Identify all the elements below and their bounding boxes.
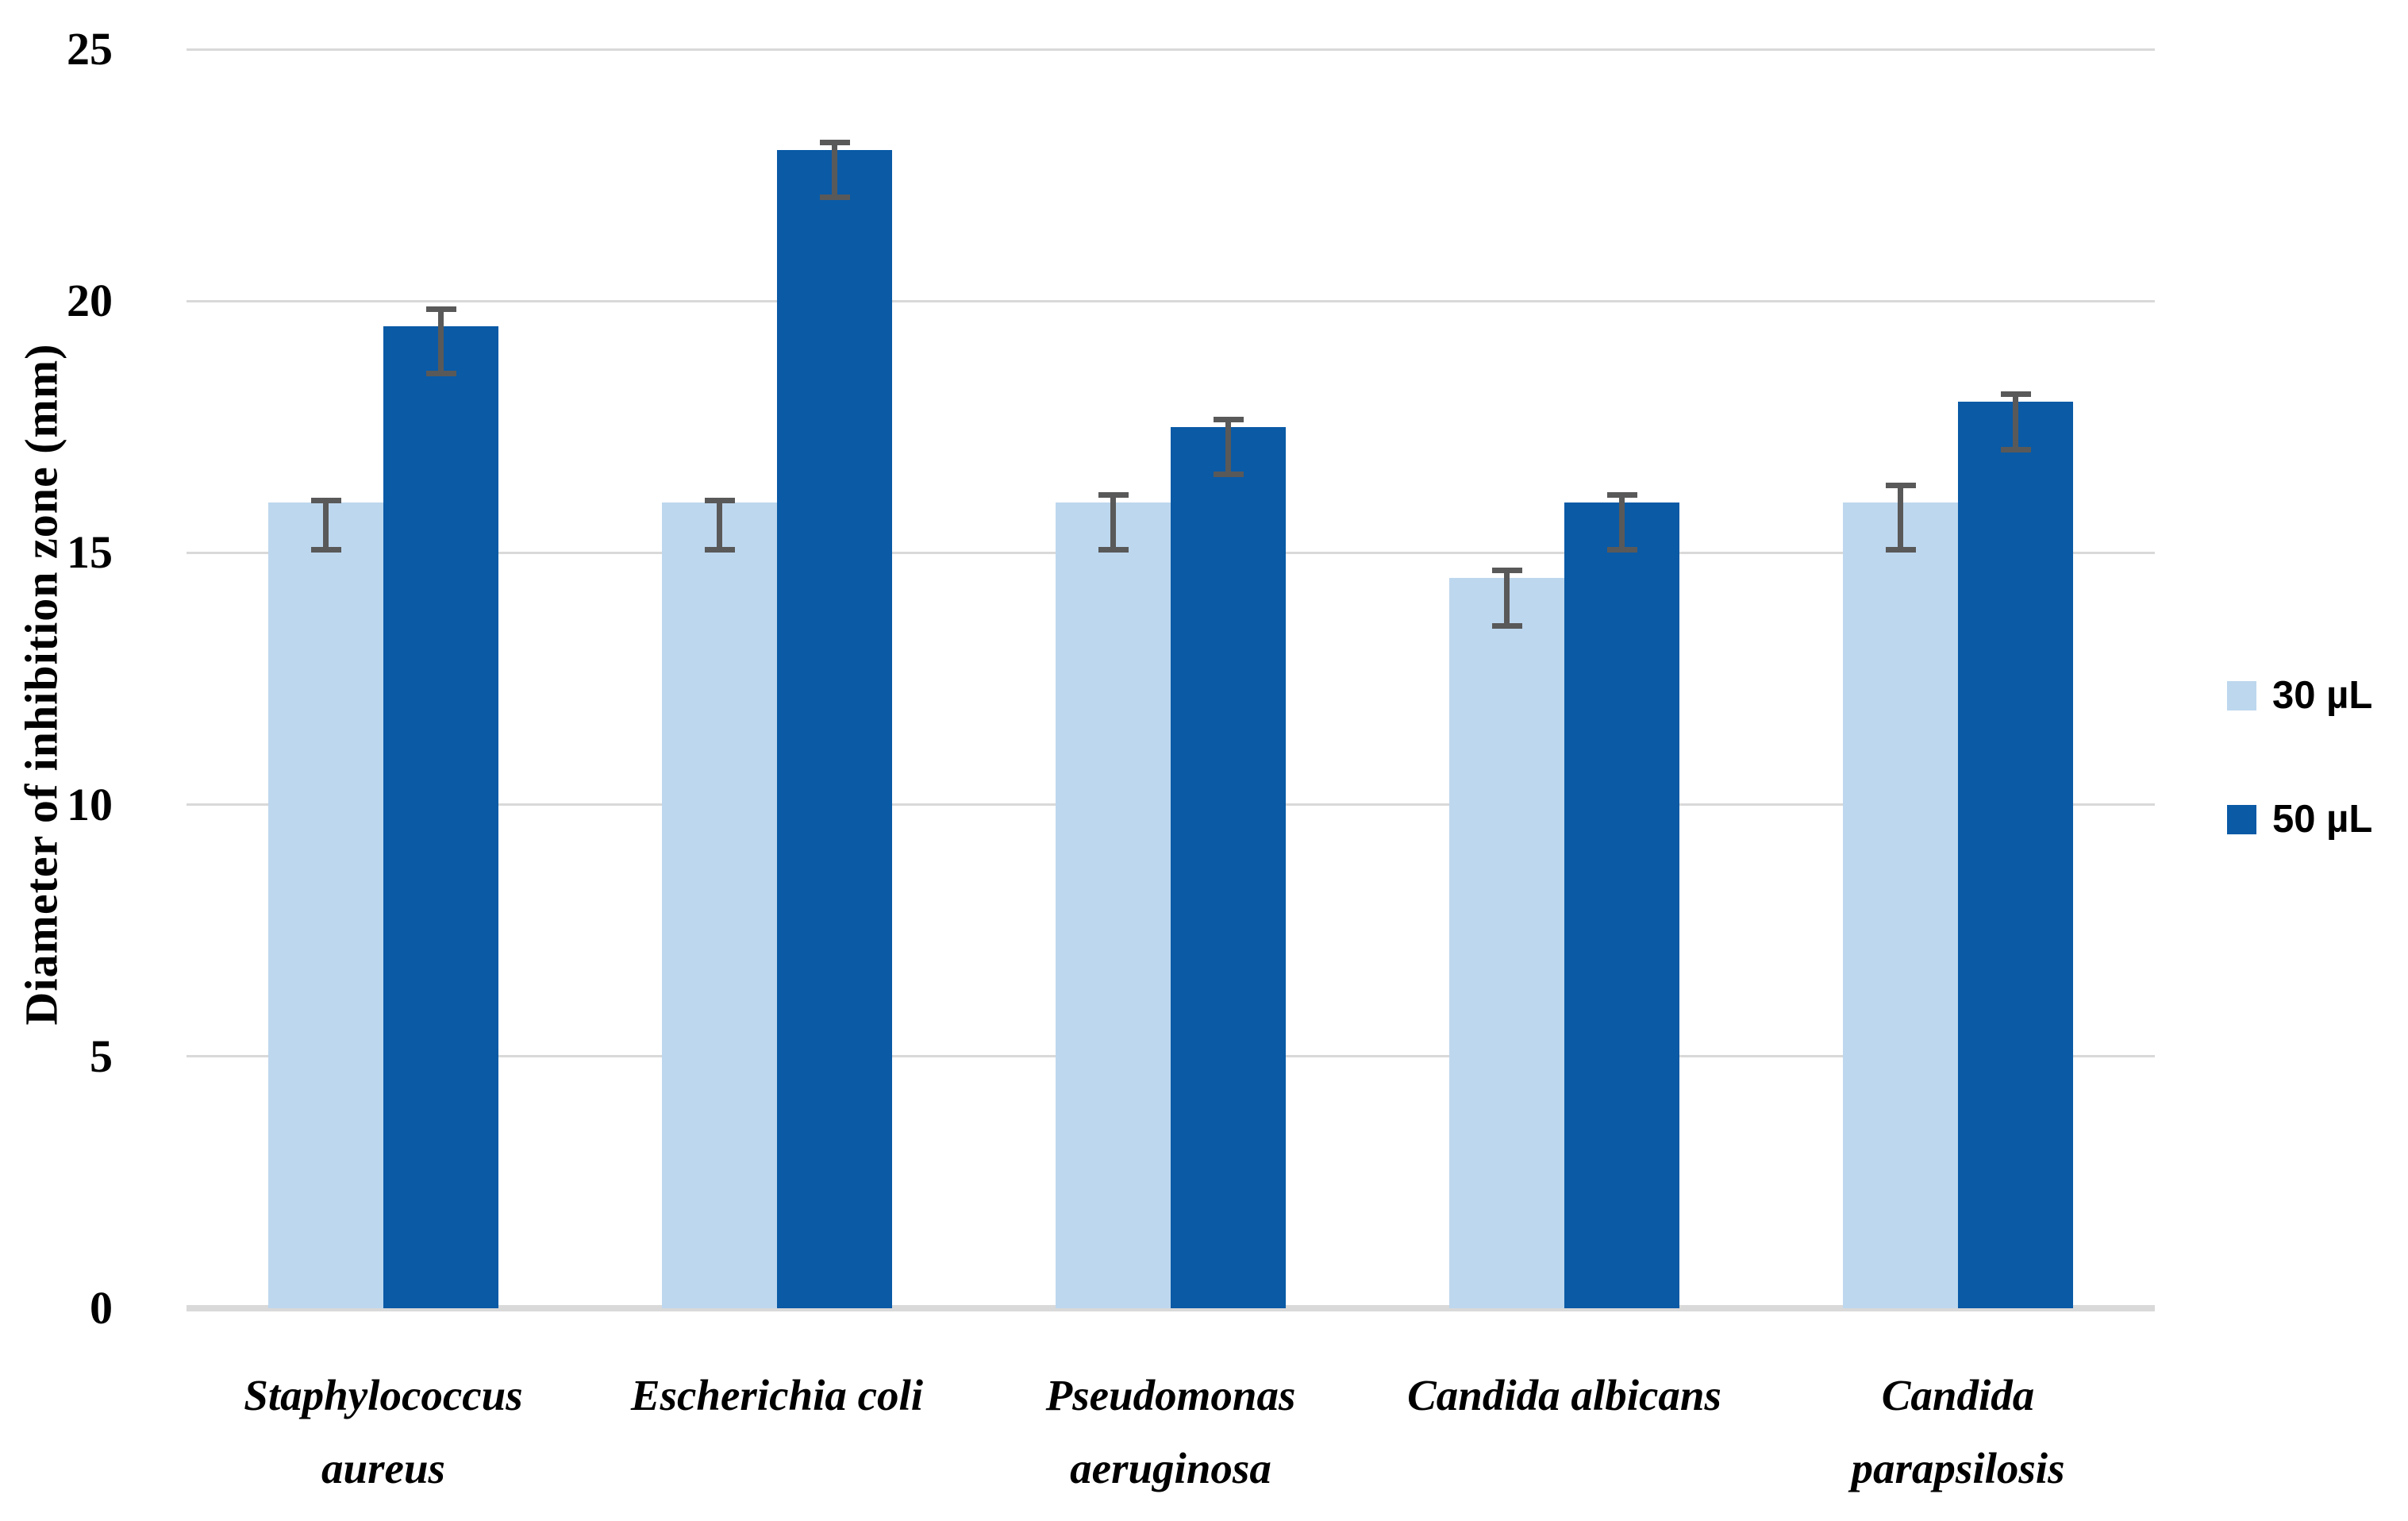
error-bar-bottom-cap bbox=[2000, 446, 2031, 452]
error-bar-bottom-cap bbox=[1213, 472, 1244, 478]
bar-30µL-2 bbox=[1056, 502, 1171, 1308]
bar-50µL-1 bbox=[777, 149, 892, 1308]
chart-legend: 30 µL 50 µL bbox=[2227, 673, 2372, 841]
error-bar-stem bbox=[1225, 417, 1231, 478]
bar-50µL-4 bbox=[1958, 402, 2073, 1308]
bar-50µL-3 bbox=[1564, 502, 1679, 1308]
y-tick-label-20: 20 bbox=[67, 275, 113, 327]
legend-entry-30µL: 30 µL bbox=[2227, 673, 2372, 718]
error-bar-50µL-4 bbox=[2000, 391, 2031, 452]
error-bar-top-cap bbox=[425, 306, 456, 312]
bar-30µL-1 bbox=[662, 502, 777, 1308]
error-bar-bottom-cap bbox=[704, 547, 735, 553]
error-bar-50µL-2 bbox=[1213, 417, 1244, 478]
error-bar-50µL-0 bbox=[425, 306, 456, 377]
gridline-20 bbox=[187, 299, 2155, 302]
error-bar-50µL-3 bbox=[1606, 492, 1637, 553]
error-bar-top-cap bbox=[704, 497, 735, 503]
error-bar-30µL-3 bbox=[1491, 568, 1522, 629]
error-bar-stem bbox=[1110, 492, 1116, 553]
error-bar-bottom-cap bbox=[425, 371, 456, 377]
category-label-line: Candida albicans bbox=[1407, 1371, 1721, 1419]
error-bar-top-cap bbox=[2000, 391, 2031, 398]
y-tick-label-0: 0 bbox=[90, 1282, 113, 1334]
error-bar-stem bbox=[1504, 568, 1510, 629]
gridline-25 bbox=[187, 48, 2155, 51]
y-tick-label-25: 25 bbox=[67, 23, 113, 75]
error-bar-stem bbox=[717, 497, 722, 553]
error-bar-top-cap bbox=[819, 140, 850, 146]
x-axis-baseline bbox=[187, 1305, 2155, 1311]
legend-label: 50 µL bbox=[2272, 798, 2373, 841]
error-bar-stem bbox=[323, 497, 329, 553]
error-bar-bottom-cap bbox=[1491, 622, 1522, 629]
y-tick-label-10: 10 bbox=[67, 778, 113, 830]
category-label-line: Escherichia coli bbox=[630, 1371, 924, 1419]
legend-swatch-30µL bbox=[2227, 680, 2256, 710]
category-label-line: Pseudomonas bbox=[1045, 1371, 1296, 1419]
bar-50µL-0 bbox=[383, 325, 498, 1308]
legend-label: 30 µL bbox=[2272, 674, 2373, 717]
y-tick-label-15: 15 bbox=[67, 526, 113, 579]
error-bar-top-cap bbox=[1491, 568, 1522, 574]
error-bar-stem bbox=[1619, 492, 1625, 553]
error-bar-30µL-2 bbox=[1098, 492, 1129, 553]
error-bar-bottom-cap bbox=[1606, 547, 1637, 553]
y-tick-label-5: 5 bbox=[90, 1030, 113, 1082]
category-label-line: aeruginosa bbox=[1070, 1444, 1271, 1492]
error-bar-bottom-cap bbox=[819, 194, 850, 201]
error-bar-30µL-4 bbox=[1885, 482, 1916, 553]
category-label-1: Escherichia coli bbox=[580, 1359, 974, 1432]
error-bar-stem bbox=[832, 140, 837, 201]
category-label-2: Pseudomonas aeruginosa bbox=[974, 1359, 1367, 1505]
legend-swatch-50µL bbox=[2227, 804, 2256, 834]
error-bar-bottom-cap bbox=[310, 547, 341, 553]
category-label-line: Staphylococcus bbox=[244, 1371, 523, 1419]
error-bar-50µL-1 bbox=[819, 140, 850, 201]
error-bar-stem bbox=[438, 306, 444, 377]
category-label-3: Candida albicans bbox=[1367, 1359, 1761, 1432]
error-bar-stem bbox=[1898, 482, 1903, 553]
error-bar-top-cap bbox=[1098, 492, 1129, 499]
error-bar-top-cap bbox=[1606, 492, 1637, 499]
category-label-line: aureus bbox=[321, 1444, 445, 1492]
error-bar-top-cap bbox=[1213, 417, 1244, 423]
error-bar-top-cap bbox=[1885, 482, 1916, 488]
category-label-line: parapsilosis bbox=[1851, 1444, 2065, 1492]
error-bar-bottom-cap bbox=[1098, 547, 1129, 553]
category-label-0: Staphylococcus aureus bbox=[187, 1359, 580, 1505]
category-label-line: Candida bbox=[1881, 1371, 2035, 1419]
error-bar-30µL-1 bbox=[704, 497, 735, 553]
error-bar-stem bbox=[2013, 391, 2018, 452]
legend-entry-50µL: 50 µL bbox=[2227, 797, 2372, 841]
error-bar-30µL-0 bbox=[310, 497, 341, 553]
bar-50µL-2 bbox=[1171, 426, 1286, 1308]
bar-30µL-4 bbox=[1843, 502, 1958, 1308]
bar-30µL-0 bbox=[268, 502, 383, 1308]
category-label-4: Candida parapsilosis bbox=[1761, 1359, 2155, 1505]
error-bar-top-cap bbox=[310, 497, 341, 503]
bar-30µL-3 bbox=[1449, 578, 1564, 1308]
error-bar-bottom-cap bbox=[1885, 547, 1916, 553]
